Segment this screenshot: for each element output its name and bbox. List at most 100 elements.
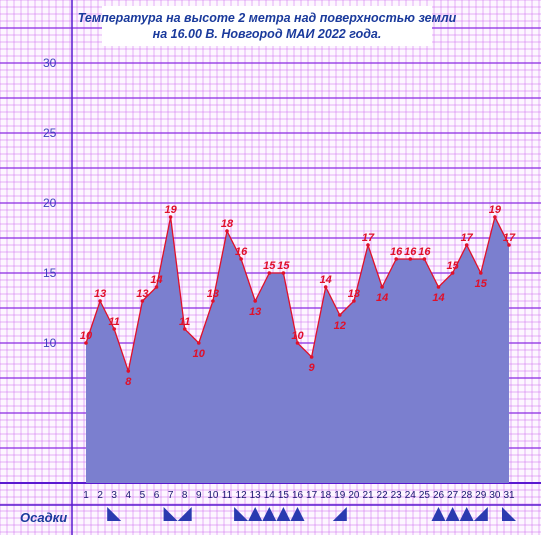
data-point xyxy=(84,341,88,345)
data-label: 19 xyxy=(489,204,502,216)
x-tick-label: 8 xyxy=(182,490,188,501)
precip-mark xyxy=(431,507,446,521)
data-label: 15 xyxy=(277,260,290,272)
x-tick-label: 14 xyxy=(264,490,276,501)
data-point xyxy=(507,243,511,247)
x-tick-label: 23 xyxy=(391,490,403,501)
data-point xyxy=(197,341,201,345)
x-tick-label: 1 xyxy=(83,490,89,501)
data-point xyxy=(352,299,356,303)
x-tick-label: 9 xyxy=(196,490,202,501)
x-tick-label: 15 xyxy=(278,490,290,501)
x-tick-label: 21 xyxy=(362,490,374,501)
precip-mark xyxy=(445,507,460,521)
x-tick-label: 25 xyxy=(419,490,431,501)
data-point xyxy=(493,215,497,219)
x-tick-label: 28 xyxy=(461,490,473,501)
data-label: 16 xyxy=(390,246,403,258)
data-point xyxy=(112,327,116,331)
precipitation-label: Осадки xyxy=(20,510,67,525)
x-tick-label: 22 xyxy=(377,490,389,501)
temperature-area xyxy=(86,217,509,483)
data-point xyxy=(479,271,483,275)
y-axis-ticks: 10 15 20 25 30 xyxy=(43,56,57,350)
data-point xyxy=(338,313,342,317)
data-label: 9 xyxy=(309,362,316,374)
data-label: 10 xyxy=(80,330,93,342)
data-label: 11 xyxy=(108,316,119,328)
x-tick-label: 4 xyxy=(126,490,132,501)
data-point xyxy=(394,257,399,261)
data-point xyxy=(239,257,243,261)
data-point xyxy=(140,299,145,303)
precip-mark xyxy=(459,507,474,521)
x-tick-label: 12 xyxy=(236,490,248,501)
data-point xyxy=(450,271,455,275)
x-tick-label: 24 xyxy=(405,490,417,501)
data-point xyxy=(436,285,441,289)
data-label: 17 xyxy=(503,232,516,244)
title-box xyxy=(102,6,432,46)
data-label: 12 xyxy=(334,320,346,332)
data-label: 13 xyxy=(348,288,360,300)
y-tick-label: 10 xyxy=(43,336,57,350)
data-label: 13 xyxy=(207,288,219,300)
data-label: 16 xyxy=(235,246,248,258)
precip-mark xyxy=(473,507,488,521)
data-label: 8 xyxy=(125,376,132,388)
data-label: 14 xyxy=(320,274,332,286)
x-tick-label: 7 xyxy=(168,490,174,501)
precip-mark xyxy=(234,507,249,521)
data-label: 16 xyxy=(404,246,417,258)
precip-mark xyxy=(177,507,192,521)
precip-mark xyxy=(163,507,178,521)
precip-mark xyxy=(107,507,122,521)
data-label: 10 xyxy=(193,348,206,360)
data-point xyxy=(182,327,187,331)
data-point xyxy=(309,355,314,359)
precipitation-row xyxy=(107,507,516,521)
data-point xyxy=(225,229,229,233)
x-tick-label: 13 xyxy=(250,490,262,501)
y-tick-label: 15 xyxy=(43,266,57,280)
precip-mark xyxy=(276,507,291,521)
data-label: 11 xyxy=(179,316,190,328)
data-point xyxy=(253,299,257,303)
data-point xyxy=(281,271,286,275)
data-label: 13 xyxy=(249,306,261,318)
x-tick-label: 5 xyxy=(140,490,146,501)
data-point xyxy=(422,257,427,261)
data-label: 14 xyxy=(150,274,162,286)
x-tick-label: 2 xyxy=(97,490,103,501)
x-tick-label: 19 xyxy=(334,490,346,501)
y-tick-label: 30 xyxy=(43,56,57,70)
precip-mark xyxy=(502,507,516,521)
x-tick-label: 30 xyxy=(489,490,501,501)
data-label: 17 xyxy=(461,232,474,244)
data-label: 15 xyxy=(263,260,276,272)
y-tick-label: 25 xyxy=(43,126,57,140)
data-label: 15 xyxy=(446,260,459,272)
x-tick-label: 27 xyxy=(447,490,459,501)
chart-title-line2: на 16.00 В. Новгород МАИ 2022 года. xyxy=(153,27,382,41)
data-point xyxy=(154,285,159,289)
data-label: 10 xyxy=(291,330,304,342)
precip-mark xyxy=(290,507,305,521)
data-point xyxy=(267,271,272,275)
x-tick-label: 18 xyxy=(320,490,332,501)
y-tick-label: 20 xyxy=(43,196,57,210)
precip-mark xyxy=(332,507,347,521)
data-point xyxy=(380,285,384,289)
data-point xyxy=(366,243,370,247)
data-point xyxy=(295,341,300,345)
data-point xyxy=(126,369,131,373)
data-label: 18 xyxy=(221,218,234,230)
x-tick-label: 16 xyxy=(292,490,304,501)
data-label: 19 xyxy=(164,204,177,216)
data-point xyxy=(211,299,215,303)
precip-mark xyxy=(248,507,263,521)
data-label: 16 xyxy=(418,246,431,258)
data-point xyxy=(98,299,102,303)
data-point xyxy=(464,243,469,247)
